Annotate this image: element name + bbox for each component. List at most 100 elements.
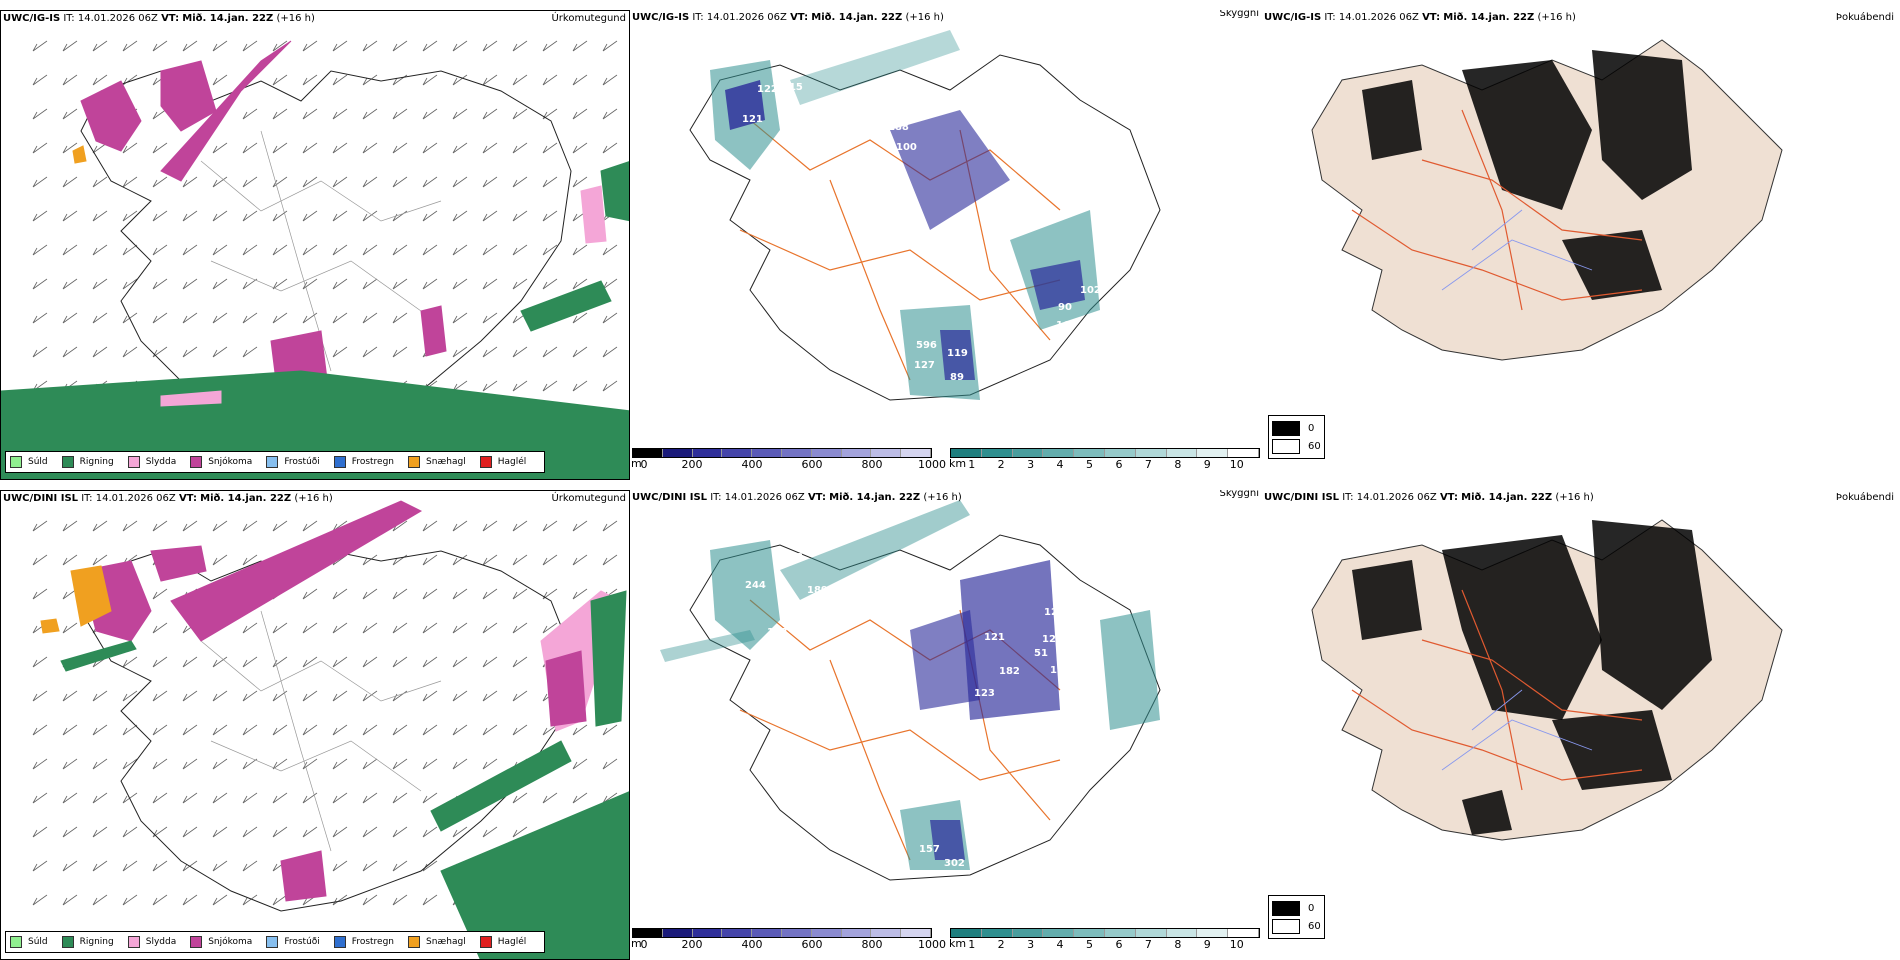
wind-barb (92, 724, 108, 736)
colorbar-tick: 600 (801, 458, 823, 471)
wind-barb (392, 142, 408, 154)
legend-item-rigning: Rigning (61, 936, 114, 948)
panel-name: Úrkomutegund (551, 13, 626, 24)
wind-barb (242, 244, 258, 256)
wind-barb (62, 142, 78, 154)
wind-barb (362, 40, 378, 52)
wind-barb (32, 40, 48, 52)
colorbar-tick: 4 (1056, 458, 1064, 471)
wind-barb (362, 826, 378, 838)
wind-barb (212, 142, 228, 154)
wind-barb (362, 792, 378, 804)
wind-barb (512, 724, 528, 736)
wind-barb (512, 520, 528, 532)
wind-barb (152, 860, 168, 872)
wind-barb (182, 312, 198, 324)
legend-item-frostudi: Frostúði (266, 456, 320, 468)
wind-barb (572, 312, 588, 324)
colorbar-tick: 6 (1115, 458, 1123, 471)
panel-header: UWC/IG-IS IT: 14.01.2026 06Z VT: Mið. 14… (3, 13, 315, 24)
colorbar-step (1135, 449, 1167, 457)
legend-swatch (333, 456, 346, 468)
wind-barb (572, 554, 588, 566)
wind-barb (392, 40, 408, 52)
wind-barb (212, 40, 228, 52)
legend-swatch (10, 456, 22, 468)
sky-area (910, 610, 980, 710)
legend-item-slydda: Slydda (127, 936, 176, 948)
wind-barb (572, 108, 588, 120)
wind-barb (422, 724, 438, 736)
wind-barb (152, 210, 168, 222)
wind-barb (62, 40, 78, 52)
colorbar-step (901, 449, 931, 457)
wind-barb (32, 758, 48, 770)
ceiling-label: 102 (1080, 285, 1101, 296)
legend-item-snaehagl: Snæhagl (408, 936, 466, 948)
colorbar-step (1197, 449, 1229, 457)
colorbar-step (871, 449, 902, 457)
wind-barb (212, 346, 228, 358)
colorbar-tick: 200 (681, 458, 703, 471)
precip-area-snjokoma (280, 850, 327, 902)
colorbar-tick: 0 (640, 938, 648, 951)
colorbar-step (1043, 449, 1075, 457)
legend-label: Súld (28, 457, 48, 467)
ceiling-label: 303 (1190, 654, 1211, 665)
wind-barb (272, 142, 288, 154)
wind-barb (272, 40, 288, 52)
precip-type-panel: UWC/IG-IS IT: 14.01.2026 06Z VT: Mið. 14… (0, 10, 630, 480)
wind-barb (512, 346, 528, 358)
wind-barb (212, 312, 228, 324)
fog-map (1311, 39, 1783, 361)
colorbar-tick: 3 (1027, 458, 1035, 471)
wind-barb (182, 826, 198, 838)
wind-barb (182, 758, 198, 770)
wind-barb (602, 520, 618, 532)
legend-swatch (127, 456, 140, 468)
colorbar-tick: 5 (1086, 458, 1093, 471)
wind-barb (572, 792, 588, 804)
colorbar-step (662, 449, 693, 457)
ceiling-label: 244 (745, 580, 766, 591)
ceiling-label: 258 (792, 120, 813, 131)
wind-barb (422, 826, 438, 838)
colorbar-tick: 2 (997, 458, 1005, 471)
colorbar-step (692, 929, 723, 937)
wind-barb (392, 278, 408, 290)
wind-barb (182, 656, 198, 668)
wind-barb (302, 826, 318, 838)
wind-barb (242, 520, 258, 532)
fog-legend-label: 60 (1308, 440, 1321, 452)
ceiling-colorbar: 0 200 400 600 800 1000 m (631, 928, 946, 951)
wind-barb (182, 278, 198, 290)
wind-barb (62, 346, 78, 358)
wind-barb (62, 758, 78, 770)
sky-area (940, 330, 975, 380)
ceiling-label: 172 (818, 118, 839, 129)
wind-barb (392, 74, 408, 86)
colorbar-step (1135, 929, 1167, 937)
ceiling-label: 115 (782, 82, 803, 93)
wind-barb (152, 244, 168, 256)
model-row-2: UWC/DINI ISL IT: 14.01.2026 06Z VT: Mið.… (0, 490, 1900, 960)
legend-swatch (479, 456, 492, 468)
wind-barb (422, 588, 438, 600)
wind-barb (332, 758, 348, 770)
legend-label: Snjókoma (208, 457, 253, 467)
wind-barb (182, 894, 198, 906)
wind-barb (152, 176, 168, 188)
wind-barb (212, 826, 228, 838)
colorbar-step (871, 929, 902, 937)
wind-barb (512, 176, 528, 188)
fog-legend: 0 60 (1268, 415, 1325, 459)
wind-barb (332, 278, 348, 290)
wind-barb (482, 40, 498, 52)
legend-label: Snjókoma (208, 937, 253, 947)
wind-barb (212, 690, 228, 702)
model-row-1: UWC/IG-IS IT: 14.01.2026 06Z VT: Mið. 14… (0, 10, 1900, 480)
wind-barb (482, 74, 498, 86)
colorbar-tick: 10 (1229, 458, 1244, 471)
wind-barb (32, 724, 48, 736)
legend-label: Snæhagl (426, 457, 466, 467)
